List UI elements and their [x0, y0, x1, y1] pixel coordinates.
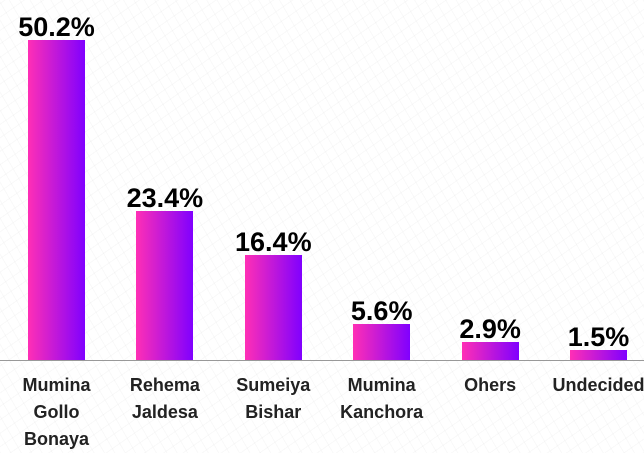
bar	[28, 40, 85, 360]
value-label: 50.2%	[18, 12, 95, 42]
value-label: 5.6%	[350, 296, 413, 327]
baseline	[0, 360, 644, 361]
x-tick-label: Rehema Jaldesa	[129, 375, 200, 422]
x-tick-label: Sumeiya Bishar	[236, 375, 311, 422]
value-label: 23.4%	[126, 182, 204, 213]
bar	[570, 350, 627, 360]
x-tick-label: Mumina Kanchora	[340, 375, 424, 422]
bar	[353, 324, 411, 360]
value-label: 16.4%	[235, 227, 312, 258]
x-tick-label: Undecided	[552, 375, 644, 395]
value-label: 2.9%	[459, 313, 521, 344]
bar	[136, 210, 194, 360]
value-label: 1.5%	[567, 322, 630, 353]
x-tick-label: Ohers	[464, 375, 517, 395]
x-tick-label: Mumina Gollo Bonaya	[22, 375, 91, 449]
bar	[244, 255, 302, 360]
bar	[461, 341, 519, 360]
